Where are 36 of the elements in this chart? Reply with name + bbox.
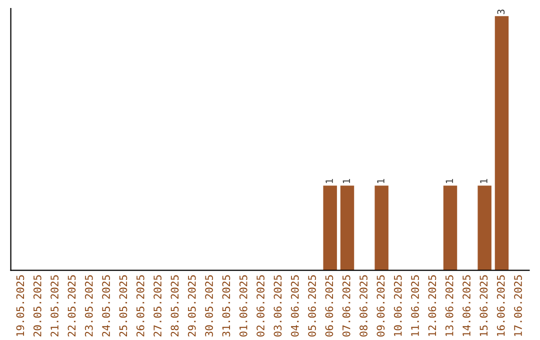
x-tick-label: 03.06.2025 xyxy=(274,275,282,336)
x-tick-label: 21.05.2025 xyxy=(50,275,58,336)
data-label: 1 xyxy=(377,178,384,184)
x-tick-label: 06.06.2025 xyxy=(325,275,334,336)
x-tick-label: 10.06.2025 xyxy=(394,275,402,336)
x-tick-label: 19.05.2025 xyxy=(16,275,24,336)
data-label: 1 xyxy=(446,178,453,184)
x-tick-label: 17.06.2025 xyxy=(514,275,522,336)
x-tick-label: 22.05.2025 xyxy=(68,275,76,336)
x-tick-label: 15.06.2025 xyxy=(480,275,488,336)
x-tick-label: 01.06.2025 xyxy=(239,275,248,336)
x-tick-label: 14.06.2025 xyxy=(462,275,470,336)
x-tick-label: 05.06.2025 xyxy=(308,275,316,336)
x-tick-label: 13.06.2025 xyxy=(445,275,454,336)
x-tick-label: 27.05.2025 xyxy=(154,275,162,336)
x-tick-label: 30.05.2025 xyxy=(205,275,213,336)
x-tick-label: 16.06.2025 xyxy=(496,275,505,336)
x-tick-label: 25.05.2025 xyxy=(119,275,128,336)
x-tick-label: 04.06.2025 xyxy=(290,275,299,336)
data-label: 1 xyxy=(342,178,350,184)
x-tick-label: 20.05.2025 xyxy=(33,275,42,336)
x-tick-label: 11.06.2025 xyxy=(411,275,419,336)
data-label: 1 xyxy=(480,178,488,184)
x-tick-label: 23.05.2025 xyxy=(84,275,93,336)
x-tick-label: 08.06.2025 xyxy=(360,275,368,336)
x-tick-label: 24.05.2025 xyxy=(102,275,110,336)
data-label: 1 xyxy=(326,178,333,184)
x-tick-label: 29.05.2025 xyxy=(188,275,196,336)
x-tick-label: 12.06.2025 xyxy=(428,275,436,336)
data-label: 3 xyxy=(497,10,505,14)
x-tick-label: 26.05.2025 xyxy=(136,275,144,336)
x-tick-label: 07.06.2025 xyxy=(342,275,350,336)
x-tick-label: 31.05.2025 xyxy=(222,275,230,336)
x-tick-label: 28.05.2025 xyxy=(170,275,179,336)
x-tick-label: 09.06.2025 xyxy=(376,275,385,336)
x-tick-label: 02.06.2025 xyxy=(256,275,264,336)
